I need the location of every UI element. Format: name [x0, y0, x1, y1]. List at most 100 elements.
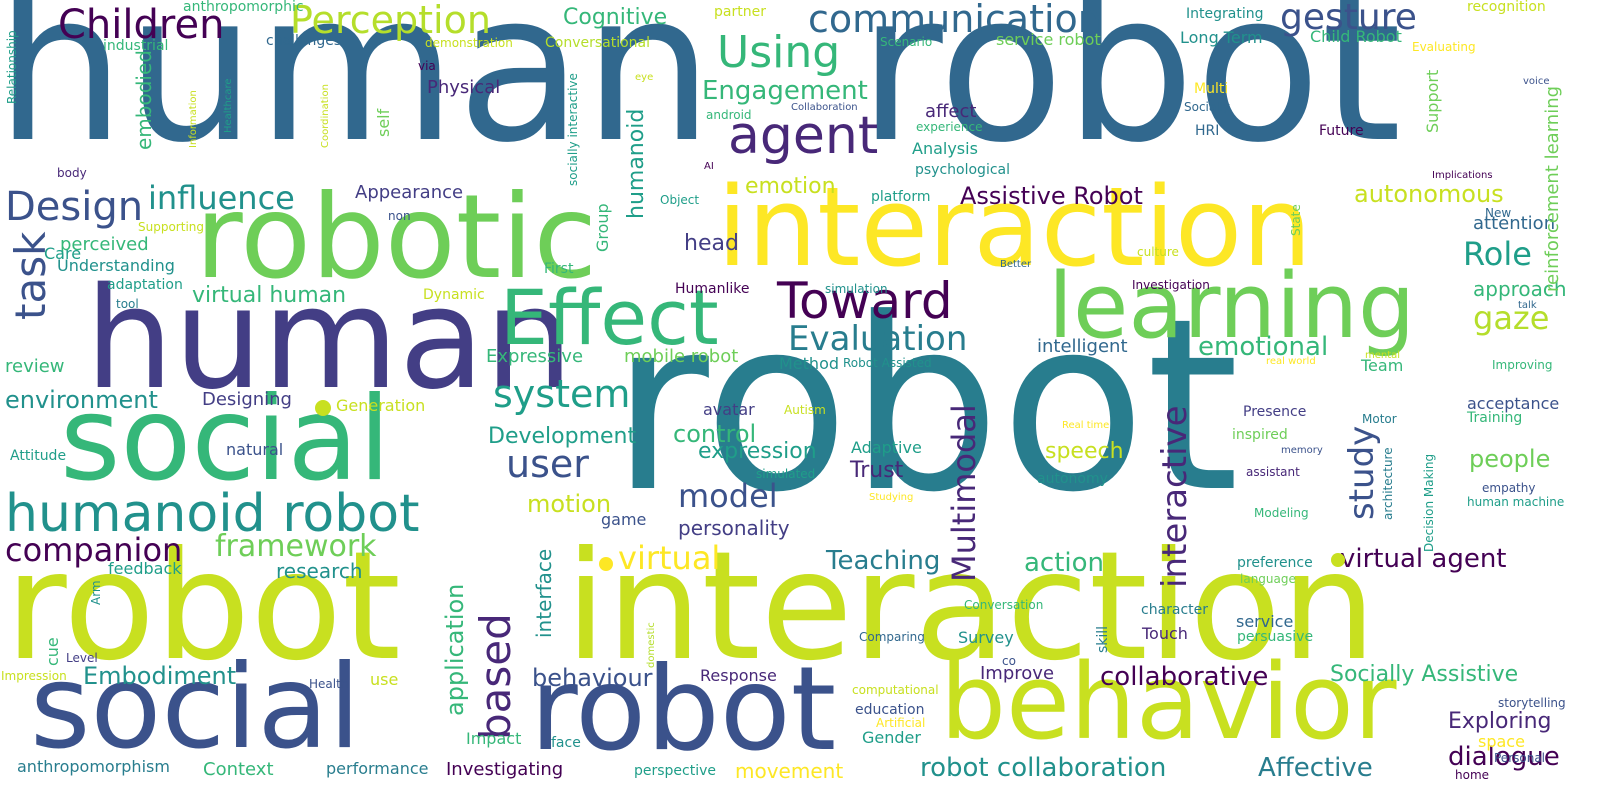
word-collaborative: collaborative: [1100, 662, 1269, 692]
word-robot: robot: [5, 520, 401, 694]
word-interface: interface: [532, 548, 556, 638]
word-virtual-human: virtual human: [192, 283, 347, 308]
word-interactive: interactive: [1155, 405, 1195, 588]
word-based: based: [471, 613, 520, 740]
word-better: Better: [1000, 259, 1032, 270]
word-service-robot: service robot: [996, 30, 1101, 49]
word-system: system: [493, 372, 631, 416]
decorative-dot: [1331, 553, 1345, 567]
word-social: social: [60, 372, 391, 507]
word-state: State: [1289, 204, 1303, 236]
word-support: Support: [1423, 69, 1442, 133]
word-engagement: Engagement: [702, 76, 868, 106]
word-evaluation: Evaluation: [788, 319, 968, 359]
word-expression: expression: [698, 439, 817, 464]
word-adaptive: Adaptive: [851, 438, 922, 457]
word-use: use: [370, 670, 399, 689]
word-application: application: [441, 583, 469, 716]
word-non: non: [388, 209, 411, 223]
word-comparing: Comparing: [859, 630, 925, 644]
word-group: Group: [593, 203, 612, 252]
word-physical: Physical: [427, 77, 501, 98]
word-gesture: gesture: [1280, 0, 1417, 38]
word-training: Training: [1467, 410, 1523, 426]
word-environment: environment: [5, 386, 158, 414]
word-architecture: architecture: [1381, 447, 1395, 520]
word-artificial: Artificial: [876, 716, 926, 730]
word-using: Using: [717, 27, 841, 78]
word-relationship: Relationship: [5, 30, 19, 104]
word-decision-making: Decision Making: [1422, 453, 1436, 552]
word-understanding: Understanding: [57, 256, 175, 275]
word-tool: tool: [116, 297, 139, 311]
word-development: Development: [488, 424, 637, 449]
word-perception: Perception: [290, 0, 491, 42]
word-face: face: [551, 735, 581, 751]
word-robotic: robotic: [195, 170, 598, 305]
word-autonomous: autonomous: [1354, 180, 1504, 208]
word-cue: cue: [43, 637, 62, 666]
word-simulation: simulation: [825, 282, 888, 296]
word-model: model: [678, 477, 778, 515]
word-communication: communication: [808, 0, 1102, 41]
word-integrating: Integrating: [1186, 6, 1264, 22]
word-companion: companion: [5, 531, 183, 569]
word-socially: Socially: [1184, 100, 1231, 114]
word-talk: talk: [1518, 300, 1537, 311]
word-mental: mental: [1365, 350, 1401, 361]
word-agent: agent: [728, 106, 879, 166]
word-simulated: simulated: [756, 467, 816, 481]
word-speech: speech: [1045, 439, 1124, 464]
word-influence: influence: [148, 179, 295, 217]
word-long-term: Long Term: [1180, 28, 1263, 47]
word-appearance: Appearance: [355, 182, 464, 203]
word-ai: AI: [704, 161, 714, 172]
word-platform: platform: [871, 189, 931, 205]
word-improve: Improve: [980, 663, 1055, 684]
word-review: review: [5, 356, 65, 377]
word-mobile-robot: mobile robot: [624, 346, 739, 367]
word-partner: partner: [714, 4, 766, 20]
word-exploring: Exploring: [1448, 709, 1552, 734]
word-health: Health: [309, 677, 349, 691]
word-autism: Autism: [784, 403, 826, 417]
word-embodied: embodied: [132, 50, 156, 150]
word-implications: Implications: [1432, 170, 1493, 181]
word-conversational: Conversational: [545, 35, 651, 51]
word-teaching: Teaching: [826, 546, 941, 576]
word-memory: memory: [1281, 445, 1323, 456]
word-virtual-agent: virtual agent: [1340, 544, 1507, 574]
word-education: education: [855, 702, 925, 718]
word-control: control: [673, 420, 757, 448]
word-information: Information: [188, 90, 199, 148]
word-socially-interactive: socially interactive: [566, 73, 580, 186]
word-robot: robot: [530, 642, 837, 777]
word-service: service: [1236, 612, 1294, 631]
word-studying: Studying: [869, 492, 914, 503]
word-recognition: recognition: [1467, 0, 1546, 15]
word-character: character: [1141, 602, 1209, 618]
word-dialogue: dialogue: [1448, 742, 1560, 772]
word-multimodal: Multimodal: [945, 404, 983, 582]
word-team: Team: [1361, 356, 1404, 375]
word-emotion: emotion: [745, 174, 836, 199]
word-psychological: psychological: [915, 162, 1010, 178]
word-acceptance: acceptance: [1467, 394, 1560, 413]
word-approach: approach: [1473, 277, 1567, 301]
word-inspired: inspired: [1232, 427, 1288, 443]
word-persuasive: persuasive: [1237, 629, 1314, 645]
word-people: people: [1469, 445, 1551, 473]
word-robot-assisted: Robot Assisted: [843, 356, 932, 370]
word-industrial: industrial: [103, 38, 169, 54]
word-home: home: [1455, 768, 1490, 782]
word-role: Role: [1463, 235, 1532, 273]
word-culture: culture: [1137, 245, 1179, 259]
decorative-dot: [315, 400, 331, 416]
word-anthropomorphic: anthropomorphic: [183, 0, 304, 15]
word-method: Method: [779, 354, 840, 373]
word-dynamic: Dynamic: [423, 287, 485, 303]
word-behaviour: behaviour: [532, 664, 653, 692]
word-action: action: [1024, 548, 1105, 578]
word-virtual: virtual: [618, 539, 721, 577]
word-motor: Motor: [1362, 412, 1397, 426]
